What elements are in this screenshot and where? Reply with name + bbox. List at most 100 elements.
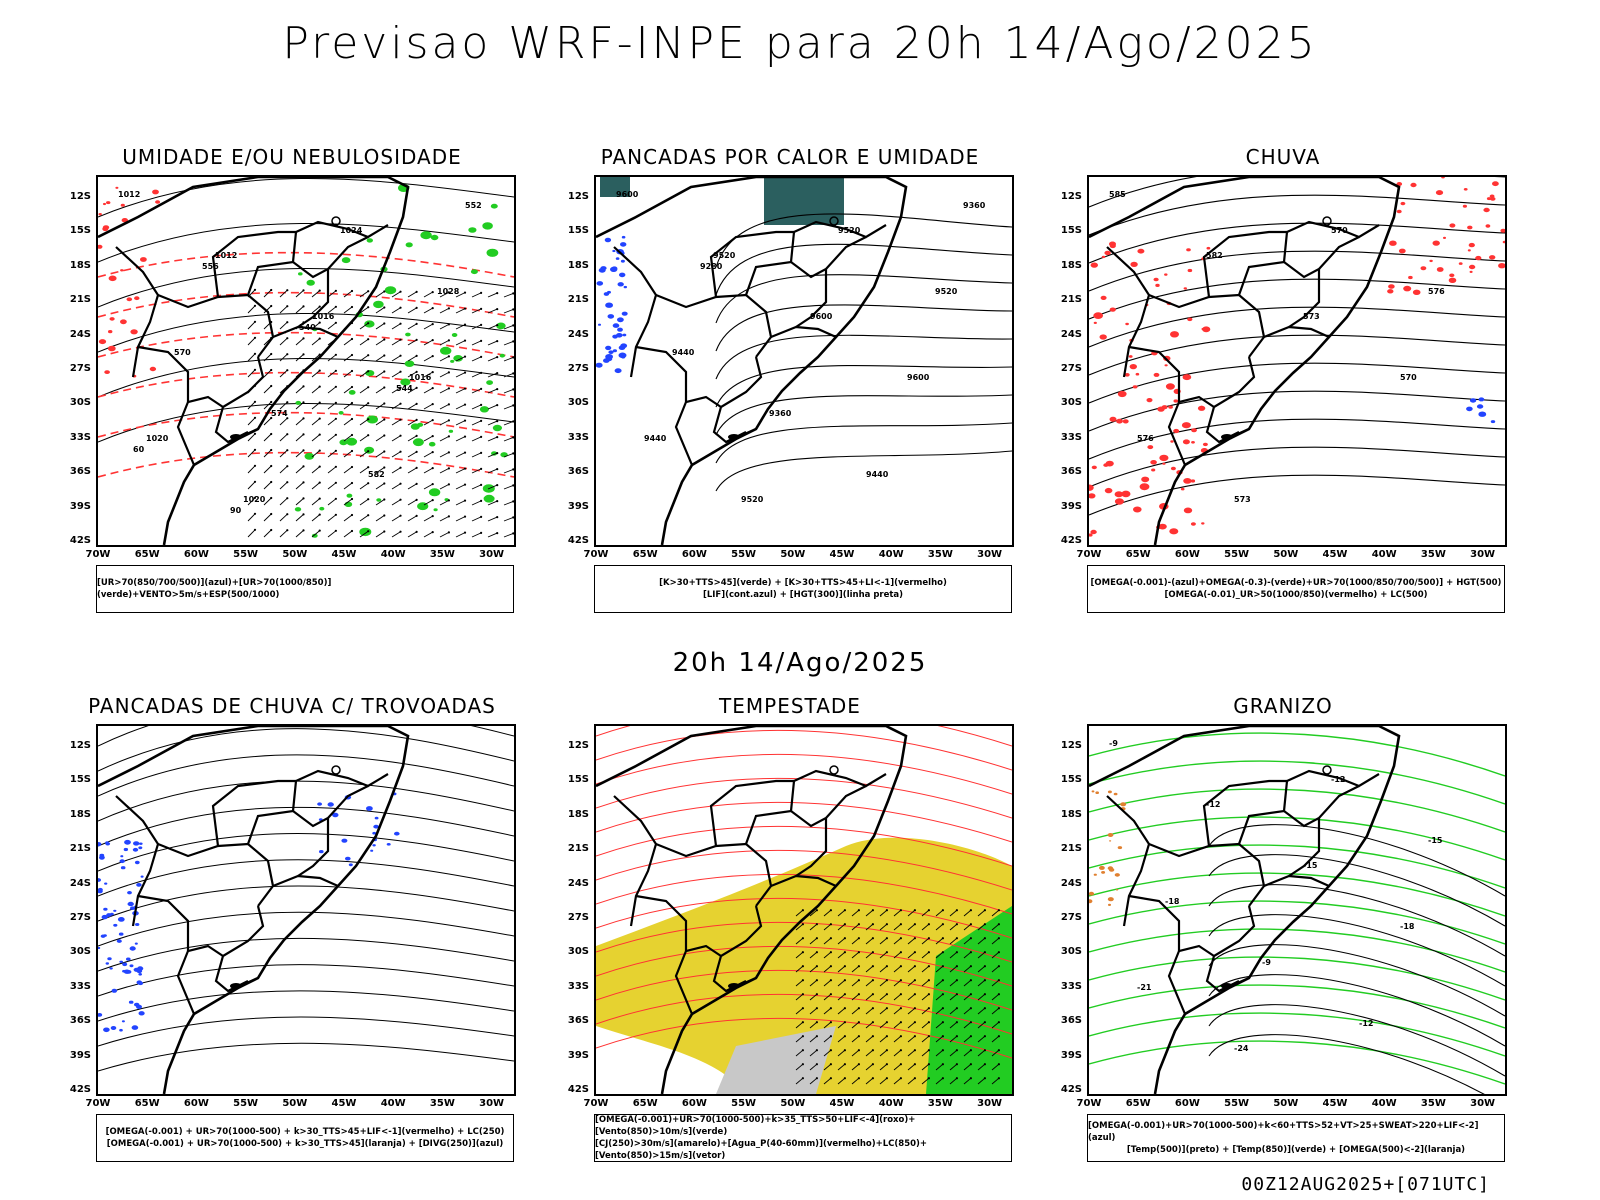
lon-tick-label: 30W	[977, 1098, 1003, 1109]
rain-area	[1153, 277, 1159, 282]
wind-vector-head	[997, 1021, 1000, 1024]
wind-vector-head	[302, 529, 305, 532]
wind-vector-head	[383, 370, 386, 373]
wind-vector-head	[829, 937, 832, 940]
wind-vector-head	[913, 1021, 916, 1024]
wind-vector	[487, 468, 498, 474]
hgt500-line	[1089, 177, 1505, 208]
wind-vector	[837, 1063, 846, 1071]
omega-area	[1466, 406, 1473, 412]
wind-vector-head	[302, 481, 305, 484]
wind-vector	[865, 1021, 874, 1029]
capital-marker	[331, 765, 341, 775]
wind-vector	[375, 483, 385, 490]
panel-title: TEMPESTADE	[719, 694, 861, 718]
wind-vector	[823, 951, 832, 959]
wind-vector	[809, 1035, 818, 1043]
lon-tick-label: 45W	[829, 549, 855, 560]
lon-tick-label: 50W	[1273, 1098, 1299, 1109]
wind-vector-head	[512, 436, 514, 439]
lifted-index-area	[608, 350, 614, 354]
wind-vector-head	[447, 483, 450, 486]
wind-vector	[879, 1077, 888, 1085]
wind-vector-head	[512, 388, 514, 391]
wind-vector-head	[415, 418, 418, 421]
omega-marker	[1113, 792, 1118, 796]
country-border	[115, 246, 160, 378]
divergence-marker	[394, 831, 400, 836]
wind-vector-head	[496, 468, 499, 471]
lifted-index-area	[611, 266, 618, 271]
rain-area	[1116, 418, 1123, 424]
wind-vector-head	[302, 353, 305, 356]
wind-vector-head	[899, 993, 902, 996]
humidity-850-area	[346, 493, 353, 498]
wind-vector-head	[350, 481, 354, 485]
wind-vector-head	[885, 965, 888, 968]
wind-vector	[851, 965, 860, 973]
wind-vector-head	[463, 467, 467, 470]
humidity-marker	[102, 226, 109, 232]
divergence-marker	[98, 946, 101, 950]
lifted-index-area	[617, 282, 624, 287]
rain-area	[1191, 428, 1197, 433]
lifted-index-area	[612, 349, 617, 353]
wind-vector-head	[399, 514, 402, 517]
temp850-line	[1089, 844, 1505, 889]
wind-vector	[375, 371, 385, 378]
wind-vector-head	[885, 909, 888, 912]
wind-vector	[359, 466, 369, 474]
divergence-marker	[319, 850, 324, 854]
wind-vector-head	[383, 322, 386, 325]
wind-vector-head	[913, 965, 916, 968]
wind-vector-head	[815, 1007, 818, 1010]
wind-vector	[837, 951, 846, 959]
wind-vector-head	[463, 387, 467, 390]
wind-vector	[795, 923, 804, 931]
isobar	[98, 312, 514, 353]
country-border	[1128, 345, 1181, 402]
wind-vector-head	[955, 909, 958, 912]
wind-vector	[935, 951, 944, 959]
lat-tick-label: 27S	[69, 912, 91, 923]
wind-vector-head	[431, 403, 434, 406]
contour-label: 9520	[741, 495, 764, 504]
lat-tick-label: 39S	[567, 500, 589, 512]
forecast-map: 1012 1012 1016 1016 1020 1020 1024 1028 570 574 58…	[96, 175, 516, 547]
country-border	[1148, 293, 1266, 358]
wind-vector-head	[801, 1007, 804, 1010]
contour-label: -9	[1262, 958, 1271, 967]
hgt300-line	[715, 213, 1012, 268]
lat-tick-label: 18S	[69, 808, 91, 820]
panel-title: PANCADAS DE CHUVA C/ TROVOADAS	[88, 694, 496, 718]
rain-area	[1117, 390, 1127, 398]
humidity-850-area	[348, 390, 356, 395]
wind-vector	[963, 1035, 972, 1043]
rain-area	[1429, 259, 1433, 263]
lifted-index-area	[604, 237, 612, 243]
wind-vector-head	[383, 498, 386, 501]
wind-vector	[795, 1021, 804, 1029]
wind-vector-head	[955, 1049, 958, 1052]
rain-area	[1387, 289, 1394, 294]
wind-vector	[391, 483, 401, 490]
lifted-index-area	[621, 311, 628, 316]
wind-vector	[487, 308, 498, 314]
wind-vector-head	[997, 1007, 1000, 1010]
wind-vector-head	[350, 529, 354, 533]
wind-vector-head	[415, 450, 418, 453]
wind-vector	[991, 951, 1000, 959]
wind-vector	[295, 434, 304, 442]
streamline-850	[596, 729, 1012, 771]
wind-vector	[375, 403, 385, 410]
lat-tick-label: 21S	[1060, 294, 1082, 306]
wind-vector-head	[997, 1077, 1000, 1080]
lat-tick-label: 21S	[1060, 843, 1082, 855]
divergence-marker	[372, 831, 377, 835]
wind-vector-head	[302, 513, 305, 516]
lon-tick-label: 60W	[183, 549, 209, 560]
wind-vector	[963, 923, 972, 931]
rain-area	[1435, 190, 1444, 196]
wind-vector-head	[431, 291, 434, 294]
wind-vector-head	[431, 323, 434, 326]
